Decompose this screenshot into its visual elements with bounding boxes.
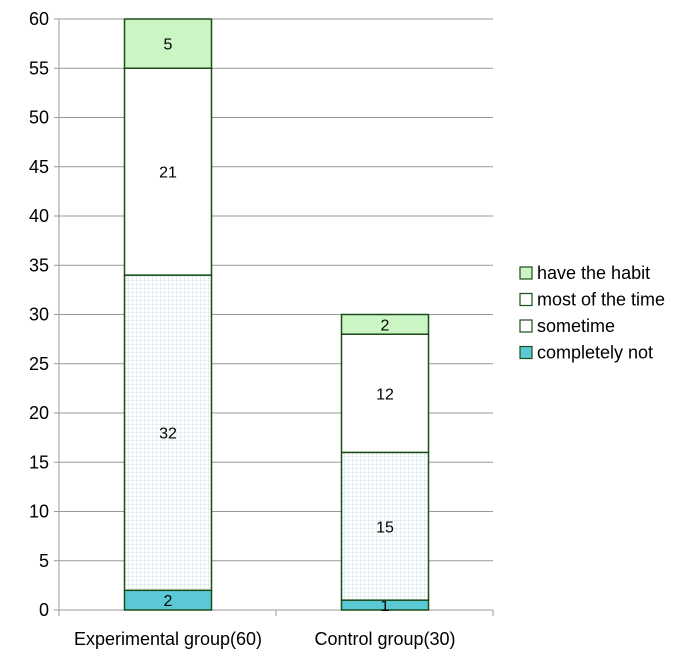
bar-segment <box>123 67 213 276</box>
x-category-label: Experimental group(60) <box>74 629 262 649</box>
bar-segment <box>123 274 213 592</box>
bar-segment <box>340 313 430 335</box>
y-tick-label: 30 <box>29 305 49 325</box>
y-tick-label: 50 <box>29 108 49 128</box>
y-tick-label: 15 <box>29 452 49 472</box>
y-tick-label: 25 <box>29 354 49 374</box>
bars: 2 32 21 5 1 15 12 2 <box>123 18 430 615</box>
legend-label: sometime <box>537 316 615 336</box>
legend-label: completely not <box>537 343 653 363</box>
bar-data-label: 2 <box>164 593 173 610</box>
y-tick-label: 60 <box>29 9 49 29</box>
legend-swatch <box>519 319 533 333</box>
y-axis: 0 5 10 15 20 25 30 35 40 45 50 55 60 <box>29 9 60 620</box>
legend-swatch <box>519 292 533 307</box>
bar-data-label: 21 <box>159 165 177 182</box>
y-tick-label: 0 <box>39 600 49 620</box>
bar-segment <box>340 451 430 601</box>
y-tick-label: 35 <box>29 255 49 275</box>
x-category-label: Control group(30) <box>314 629 455 649</box>
y-tick-label: 20 <box>29 403 49 423</box>
legend: have the habit most of the time sometime co… <box>519 263 665 363</box>
legend-swatch <box>519 345 533 360</box>
bar-data-label: 2 <box>381 317 390 334</box>
y-tick-label: 55 <box>29 58 49 78</box>
bar-segment <box>123 18 213 69</box>
bar-data-label: 32 <box>159 426 177 443</box>
y-tick-label: 10 <box>29 502 49 522</box>
bar-data-label: 12 <box>376 386 394 403</box>
bar-data-label: 5 <box>164 37 173 54</box>
x-axis: Experimental group(60) Control group(30) <box>58 609 494 649</box>
legend-swatch <box>519 266 533 280</box>
bar-data-label: 1 <box>381 598 390 615</box>
y-tick-label: 5 <box>39 551 49 571</box>
legend-label: have the habit <box>537 263 650 283</box>
bar-data-label: 15 <box>376 519 394 536</box>
y-tick-label: 40 <box>29 206 49 226</box>
y-tick-label: 45 <box>29 157 49 177</box>
legend-label: most of the time <box>537 290 665 310</box>
